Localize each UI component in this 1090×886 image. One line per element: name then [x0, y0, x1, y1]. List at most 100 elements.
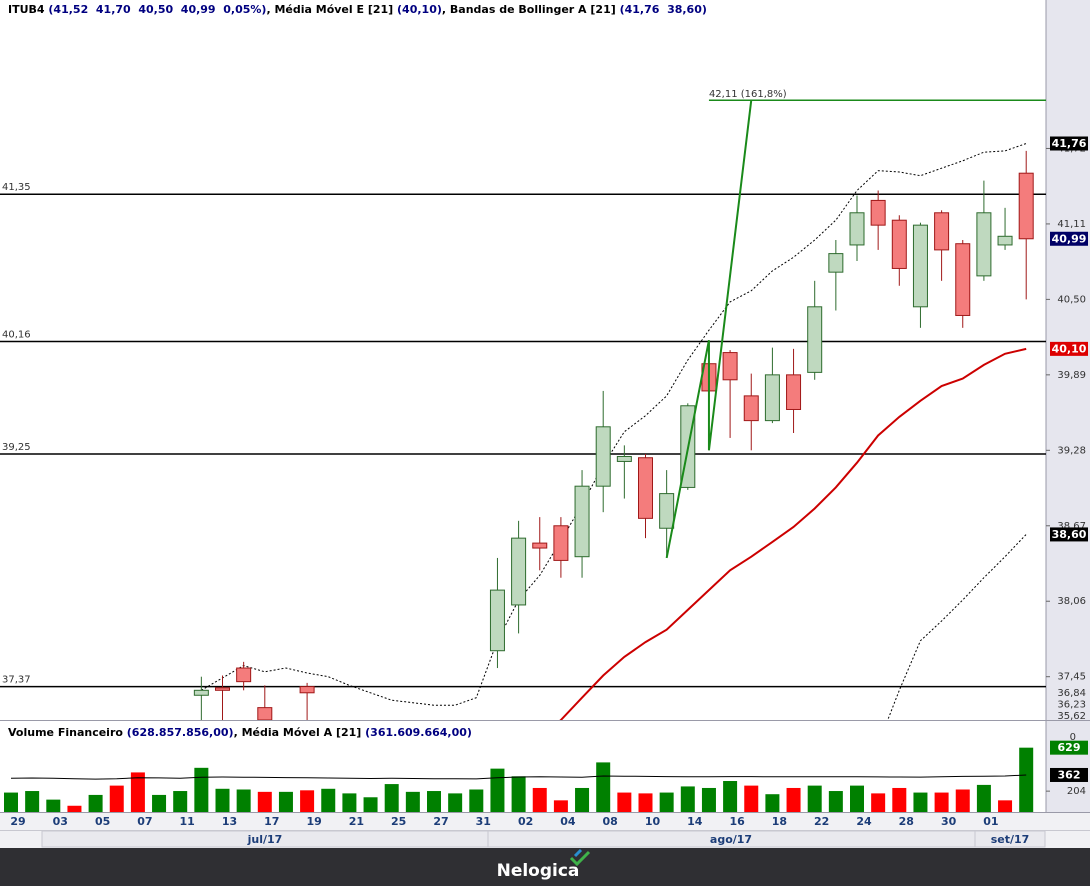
- x-tick-label: 08: [603, 815, 618, 828]
- x-tick-label: 07: [137, 815, 152, 828]
- y-tick-label: 38,67: [1057, 521, 1086, 532]
- volume-bar: [173, 791, 188, 812]
- candle-body: [489, 589, 505, 652]
- x-tick-label: 30: [941, 815, 957, 828]
- candle-body: [786, 374, 802, 410]
- y-tick-label: 36,23: [1057, 700, 1086, 711]
- candle-body: [236, 667, 252, 683]
- volume-bar: [321, 788, 336, 812]
- volume-bar: [680, 786, 695, 812]
- volume-bar: [511, 776, 526, 812]
- header-part: , Média Móvel A [21]: [234, 726, 362, 739]
- month-label: ago/17: [710, 833, 752, 846]
- candle-body: [595, 426, 611, 487]
- candle-body: [553, 525, 569, 561]
- support-label: 40,16: [2, 329, 31, 340]
- price-box-label: 40,10: [1052, 342, 1087, 355]
- volume-bar: [257, 791, 272, 812]
- volume-bar: [828, 791, 843, 812]
- volume-bar: [976, 784, 991, 812]
- volume-bar: [67, 805, 82, 812]
- y-tick-label: 37,45: [1057, 672, 1086, 683]
- volume-bar: [384, 784, 399, 812]
- y-tick-label: 39,28: [1057, 445, 1086, 456]
- header-part: (361.609.664,00): [361, 726, 472, 739]
- volume-bar: [363, 797, 378, 812]
- volume-bar: [659, 792, 674, 812]
- fibo-label: 42,11 (161,8%): [709, 89, 787, 100]
- y-tick-label: 38,06: [1057, 596, 1086, 607]
- x-tick-label: 31: [476, 815, 491, 828]
- month-label: jul/17: [247, 833, 283, 846]
- volume-bar: [934, 792, 949, 812]
- volume-bar: [786, 787, 801, 812]
- volume-bar: [638, 793, 653, 812]
- logo: [569, 848, 591, 867]
- header-part: , Bandas de Bollinger A [21]: [442, 3, 616, 16]
- price-box: [1050, 527, 1088, 542]
- fibo-zigzag: [665, 100, 753, 559]
- candle-body: [722, 352, 738, 381]
- volume-bar: [871, 793, 886, 812]
- volume-ma: [10, 774, 1027, 780]
- bollinger-lower: [887, 534, 1027, 720]
- price-box-label: 41,76: [1052, 137, 1087, 150]
- volume-bar: [130, 772, 145, 812]
- month-box: [974, 830, 1046, 848]
- x-tick-label: 03: [53, 815, 68, 828]
- header: Volume Financeiro (628.857.856,00), Médi…: [8, 726, 472, 739]
- y-tick-label: 35,62: [1057, 711, 1086, 722]
- volume-bar: [744, 785, 759, 812]
- volume-bar: [25, 791, 40, 812]
- x-tick-label: 18: [772, 815, 787, 828]
- support-label: 41,35: [2, 182, 31, 193]
- price-box: [1050, 136, 1088, 151]
- price-box-label: 362: [1058, 768, 1081, 781]
- volume-bar: [300, 790, 315, 812]
- x-tick-label: 17: [264, 815, 279, 828]
- x-tick-label: 27: [433, 815, 448, 828]
- volume-bar: [765, 794, 780, 812]
- x-tick-label: 01: [983, 815, 998, 828]
- volume-bar: [1019, 747, 1034, 812]
- x-tick-label: 14: [687, 815, 703, 828]
- volume-bar: [215, 788, 230, 812]
- support-label: 39,25: [2, 442, 31, 453]
- volume-bar: [955, 789, 970, 812]
- month-label: set/17: [991, 833, 1030, 846]
- logo-check: [569, 850, 591, 867]
- price-box: [1050, 341, 1088, 356]
- y-tick-label: 36,84: [1057, 688, 1086, 699]
- candle-body: [574, 485, 590, 558]
- logo-stroke: [573, 848, 583, 858]
- candle-body: [976, 212, 992, 277]
- header-part: Volume Financeiro: [8, 726, 123, 739]
- candle-body: [870, 199, 886, 226]
- candle-body: [616, 455, 632, 462]
- y-tick-label: 40,50: [1057, 294, 1086, 305]
- volume-bar: [490, 768, 505, 812]
- x-tick-label: 16: [729, 815, 745, 828]
- x-tick-label: 24: [856, 815, 872, 828]
- volume-bar: [152, 794, 167, 812]
- header: ITUB4 (41,52 41,70 40,50 40,99 0,05%), M…: [8, 3, 707, 16]
- x-tick-label: 28: [899, 815, 914, 828]
- y-tick-label: 39,89: [1057, 370, 1086, 381]
- x-tick-label: 02: [518, 815, 533, 828]
- volume-bar: [701, 787, 716, 812]
- candle-body: [193, 689, 209, 696]
- volume-bar: [88, 794, 103, 812]
- volume-bar: [46, 799, 61, 812]
- right-axis-panel: [1046, 0, 1090, 812]
- price-box: [1050, 231, 1088, 246]
- price-box-label: 40,99: [1052, 232, 1087, 245]
- x-tick-label: 11: [180, 815, 195, 828]
- volume-bar: [109, 785, 124, 812]
- volume-bar: [723, 781, 738, 812]
- price-box-label: 38,60: [1052, 528, 1087, 541]
- volume-bar: [342, 793, 357, 812]
- volume-bar: [553, 800, 568, 812]
- volume-bar: [596, 762, 611, 812]
